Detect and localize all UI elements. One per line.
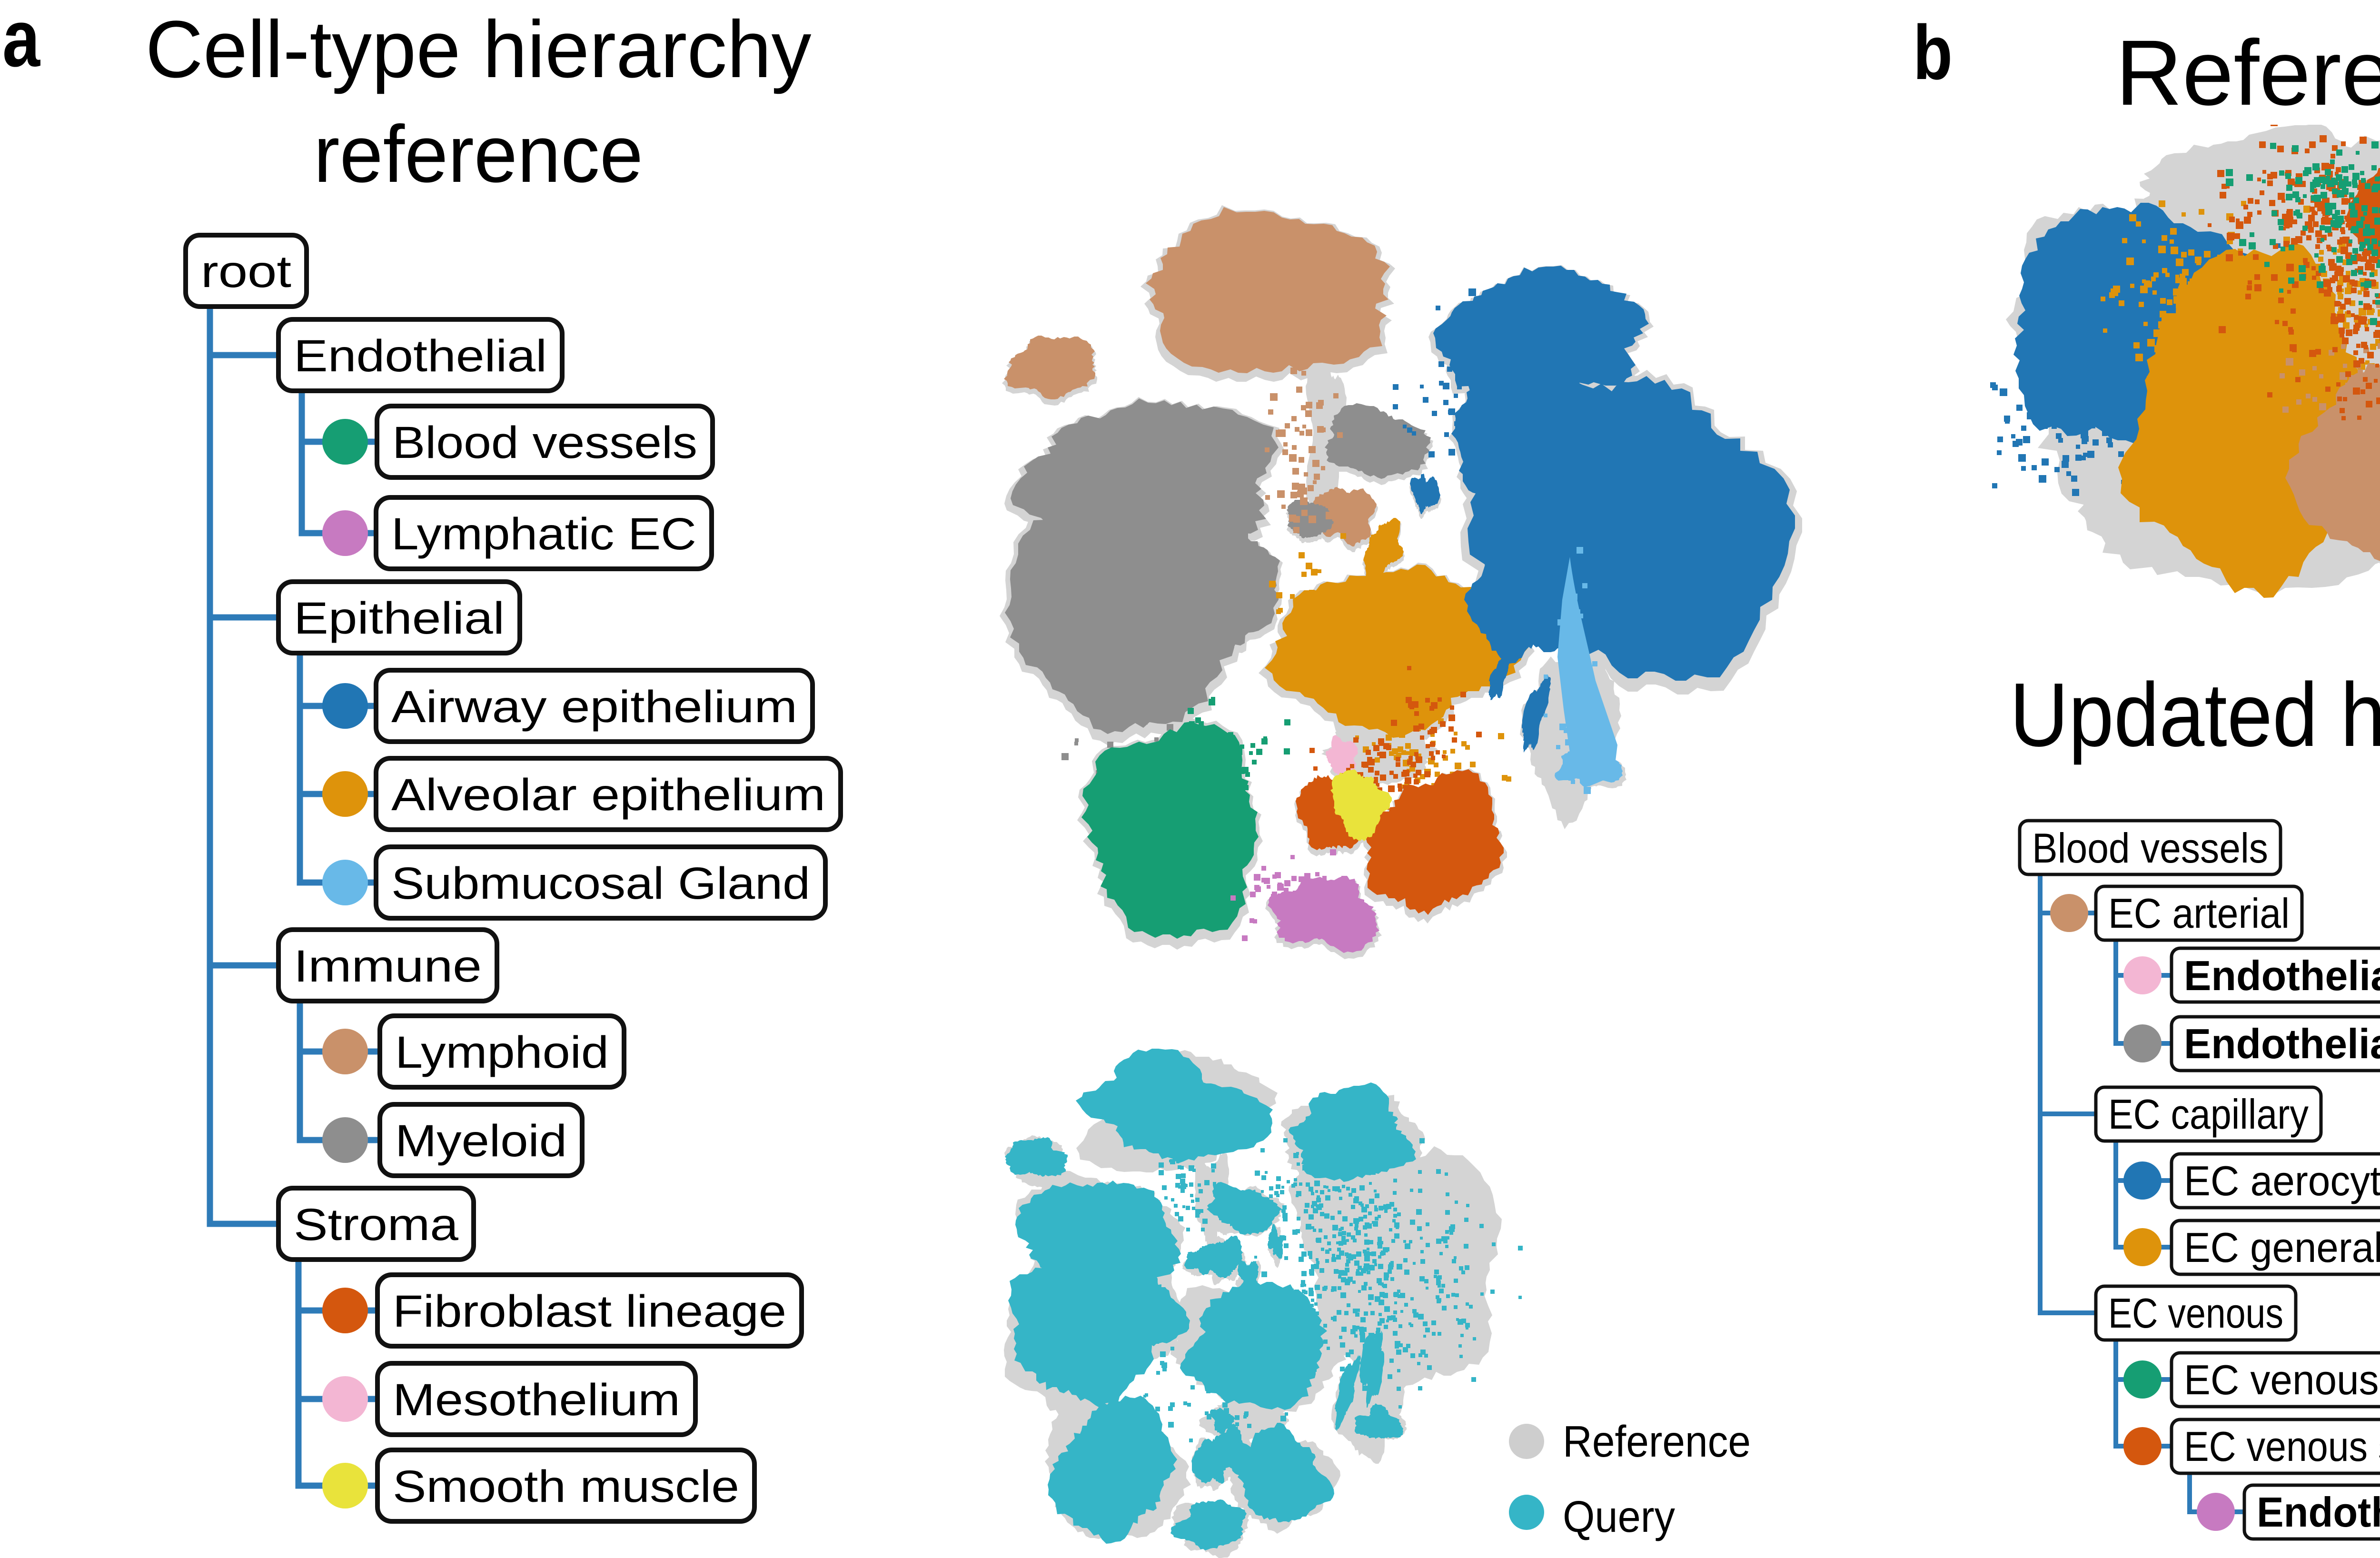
- svg-text:EC venous systemic: EC venous systemic: [2184, 1423, 2380, 1470]
- svg-text:EC venous pulmonary &: EC venous pulmonary &: [2184, 1356, 2380, 1403]
- svg-text:Immune: Immune: [294, 941, 482, 992]
- svg-text:Blood vessels: Blood vessels: [2032, 824, 2268, 872]
- svg-text:Myeloid: Myeloid: [395, 1116, 567, 1166]
- svg-text:root: root: [201, 247, 291, 297]
- svg-text:reference: reference: [314, 109, 643, 199]
- svg-text:Reference: Reference: [1563, 1417, 1751, 1466]
- svg-text:Mesothelium: Mesothelium: [393, 1375, 680, 1425]
- svg-text:Fibroblast lineage: Fibroblast lineage: [393, 1286, 786, 1337]
- svg-text:Submucosal Gland: Submucosal Gland: [391, 858, 810, 909]
- svg-text:EC arterial: EC arterial: [2108, 890, 2290, 937]
- svg-text:Smooth muscle: Smooth muscle: [393, 1461, 739, 1512]
- svg-text:Endotheliavasculararterialsyst: Endotheliavasculararterialsystemic − Mey…: [2184, 1020, 2380, 1067]
- svg-text:Endotheliavascularvenoussystem: Endotheliavascularvenoussystemic − Meyer: [2257, 1489, 2380, 1536]
- svg-text:Epithelial: Epithelial: [294, 593, 505, 644]
- svg-text:Updated hierarchy: Updated hierarchy: [2010, 665, 2380, 765]
- svg-text:EC venous: EC venous: [2108, 1290, 2283, 1337]
- svg-text:Blood vessels: Blood vessels: [392, 417, 697, 468]
- svg-text:Lymphoid: Lymphoid: [395, 1027, 609, 1078]
- svg-text:Endothelial: Endothelial: [294, 331, 547, 381]
- svg-text:Alveolar epithelium: Alveolar epithelium: [391, 770, 825, 820]
- svg-text:EC general capillary &: EC general capillary &: [2184, 1224, 2380, 1271]
- svg-text:EC aerocyte capillary &: EC aerocyte capillary &: [2184, 1157, 2380, 1204]
- svg-text:Lymphatic EC: Lymphatic EC: [391, 509, 696, 559]
- svg-text:Query: Query: [1563, 1492, 1675, 1541]
- svg-text:a: a: [2, 0, 40, 84]
- svg-text:Stroma: Stroma: [294, 1200, 458, 1250]
- svg-text:Reference: Reference: [2116, 21, 2380, 125]
- svg-text:Airway epithelium: Airway epithelium: [391, 682, 797, 732]
- svg-text:Endotheliavasculararterialpulm: Endotheliavasculararterialpulmonary − Me…: [2184, 952, 2380, 999]
- svg-text:b: b: [1913, 10, 1953, 96]
- svg-text:EC capillary: EC capillary: [2108, 1091, 2309, 1138]
- svg-text:Cell-type hierarchy: Cell-type hierarchy: [146, 4, 812, 95]
